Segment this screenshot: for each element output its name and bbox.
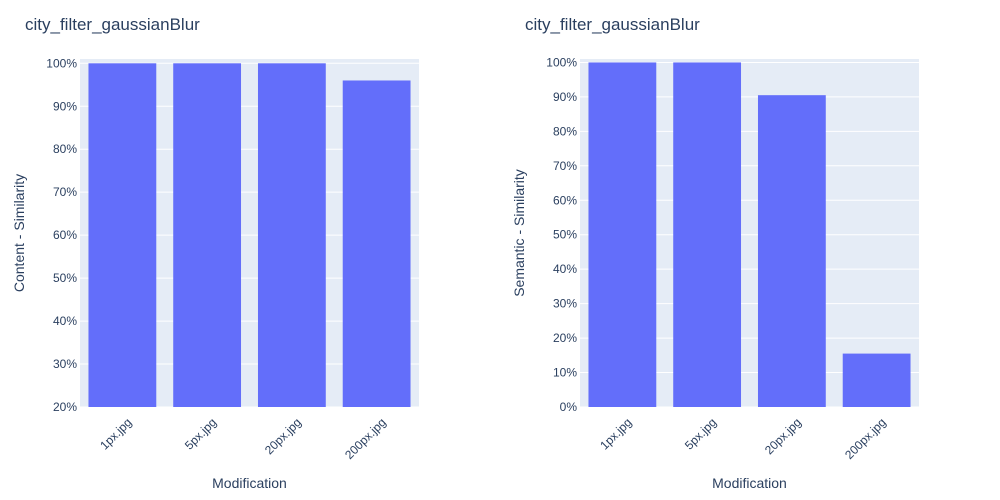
y-tick-label: 100%: [546, 55, 577, 69]
y-tick-label: 20%: [53, 400, 77, 414]
bar-1px-jpg: [88, 63, 157, 407]
x-tick-label: 1px.jpg: [97, 415, 134, 452]
bar-20px-jpg: [757, 95, 826, 407]
x-tick-label: 20px.jpg: [262, 415, 304, 457]
y-tick-label: 40%: [553, 262, 577, 276]
y-tick-label: 70%: [53, 185, 77, 199]
x-tick-label: 200px.jpg: [842, 415, 889, 462]
y-tick-label: 40%: [53, 314, 77, 328]
y-tick-label: 30%: [553, 297, 577, 311]
y-tick-label: 50%: [53, 271, 77, 285]
x-axis-title: Modification: [212, 475, 287, 491]
y-tick-label: 80%: [53, 142, 77, 156]
y-tick-label: 100%: [46, 56, 77, 70]
y-tick-label: 90%: [553, 90, 577, 104]
bar-200px-jpg: [342, 80, 411, 408]
bar-5px-jpg: [673, 62, 742, 407]
y-axis-title: Semantic - Similarity: [511, 169, 527, 297]
chart-title: city_filter_gaussianBlur: [25, 15, 200, 34]
bar-20px-jpg: [257, 63, 326, 407]
y-tick-label: 20%: [553, 331, 577, 345]
y-tick-label: 80%: [553, 124, 577, 138]
y-tick-label: 60%: [553, 193, 577, 207]
y-axis-title: Content - Similarity: [11, 174, 27, 292]
bar-5px-jpg: [173, 63, 242, 407]
y-tick-label: 70%: [553, 159, 577, 173]
x-tick-label: 5px.jpg: [182, 415, 219, 452]
y-tick-label: 0%: [560, 400, 578, 414]
chart-panel-1: 20% 30% 40% 50% 60% 70% 80% 90% 100% 1px.jpg 5px.j…: [11, 15, 419, 491]
x-tick-label: 5px.jpg: [682, 415, 719, 452]
chart-panel-2: 0% 10% 20% 30% 40% 50% 60% 70% 80% 90% 100% 1px.jpg…: [511, 15, 919, 491]
y-tick-label: 60%: [53, 228, 77, 242]
y-tick-label: 90%: [53, 99, 77, 113]
x-tick-label: 20px.jpg: [762, 415, 804, 457]
x-tick-label: 1px.jpg: [597, 415, 634, 452]
y-tick-label: 30%: [53, 357, 77, 371]
bar-200px-jpg: [842, 353, 911, 407]
y-tick-label: 10%: [553, 366, 577, 380]
x-tick-label: 200px.jpg: [342, 415, 389, 462]
chart-title: city_filter_gaussianBlur: [525, 15, 700, 34]
y-tick-label: 50%: [553, 228, 577, 242]
bar-1px-jpg: [588, 62, 657, 407]
x-axis-title: Modification: [712, 475, 787, 491]
